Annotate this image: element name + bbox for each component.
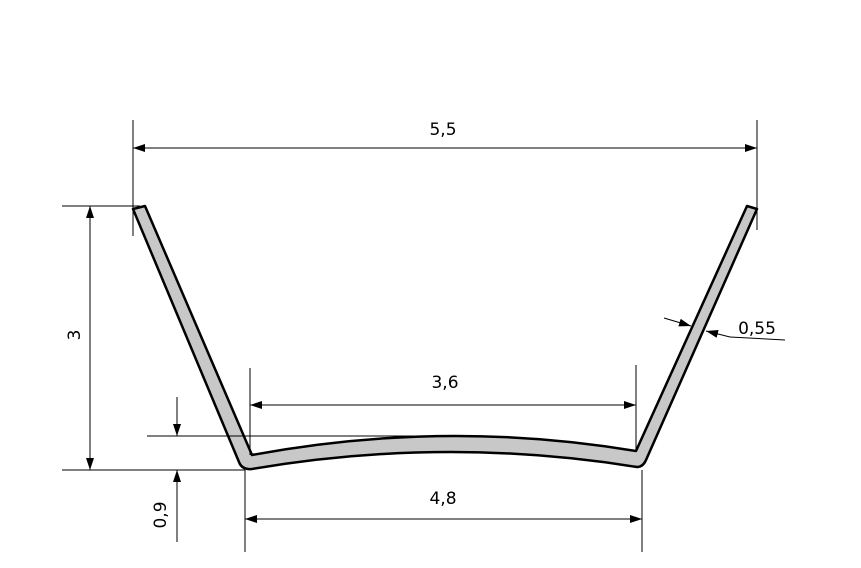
dimension-height: 3 [62, 205, 245, 471]
dimension-width-bottom: 4,8 [244, 470, 643, 552]
dimension-label: 4,8 [429, 489, 456, 509]
dimension-label: 5,5 [429, 120, 456, 140]
dimension-label: 3 [65, 330, 85, 341]
dimension-label: 0,55 [738, 319, 776, 339]
dimension-width-top: 5,5 [132, 120, 758, 236]
dimension-thickness: 0,55 [663, 317, 786, 341]
dimension-label: 3,6 [431, 373, 458, 393]
dimension-curve-depth: 0,9 [147, 397, 420, 542]
dimension-label: 0,9 [151, 501, 171, 528]
profile [131, 204, 759, 471]
dimension-width-inner: 3,6 [249, 365, 637, 455]
